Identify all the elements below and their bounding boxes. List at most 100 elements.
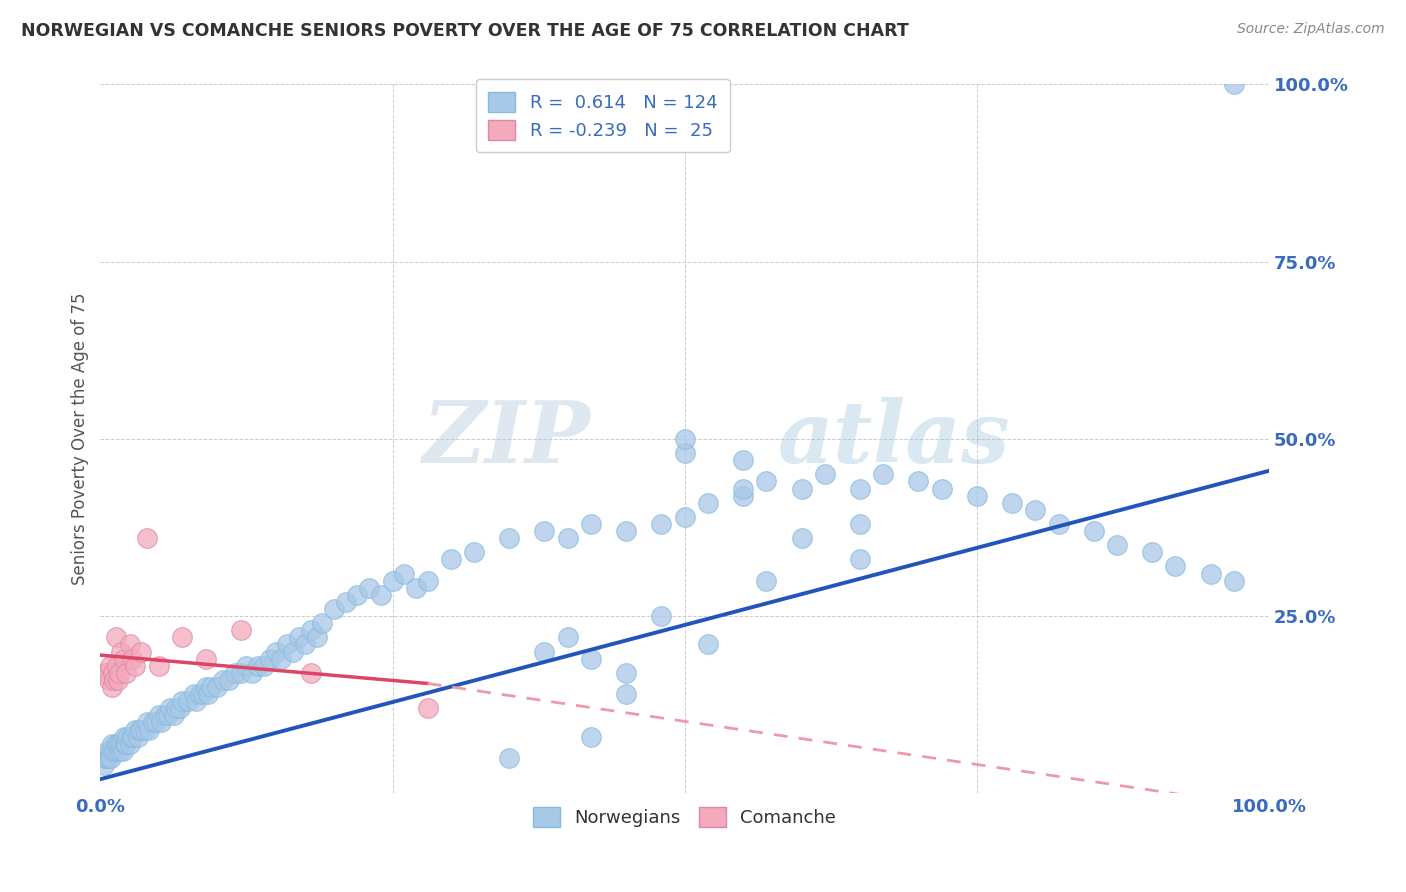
Point xyxy=(96,665,118,680)
Legend: Norwegians, Comanche: Norwegians, Comanche xyxy=(526,799,844,834)
Point xyxy=(122,730,145,744)
Point xyxy=(229,624,252,638)
Point xyxy=(579,516,602,531)
Point xyxy=(138,723,160,737)
Point xyxy=(124,658,146,673)
Point xyxy=(790,531,813,545)
Text: Source: ZipAtlas.com: Source: ZipAtlas.com xyxy=(1237,22,1385,37)
Point xyxy=(163,708,186,723)
Point xyxy=(169,701,191,715)
Point xyxy=(103,673,125,687)
Point xyxy=(129,723,152,737)
Point xyxy=(108,737,131,751)
Point xyxy=(359,581,381,595)
Point xyxy=(283,644,305,658)
Point xyxy=(129,644,152,658)
Point xyxy=(136,531,159,545)
Text: atlas: atlas xyxy=(778,397,1011,481)
Point xyxy=(697,496,720,510)
Point xyxy=(104,737,127,751)
Point xyxy=(142,715,165,730)
Point xyxy=(755,475,778,489)
Point xyxy=(186,694,208,708)
Point xyxy=(1199,566,1222,581)
Point xyxy=(197,687,219,701)
Point xyxy=(1047,516,1070,531)
Point xyxy=(94,751,117,765)
Point xyxy=(205,680,228,694)
Point xyxy=(614,687,637,701)
Point xyxy=(370,588,392,602)
Point xyxy=(650,609,672,624)
Point xyxy=(107,737,129,751)
Point xyxy=(103,744,125,758)
Point xyxy=(253,658,276,673)
Point xyxy=(1105,538,1128,552)
Point xyxy=(153,708,176,723)
Point xyxy=(299,624,322,638)
Point xyxy=(159,701,181,715)
Point xyxy=(97,673,120,687)
Point xyxy=(110,737,132,751)
Point xyxy=(931,482,953,496)
Y-axis label: Seniors Poverty Over the Age of 75: Seniors Poverty Over the Age of 75 xyxy=(72,293,89,585)
Point xyxy=(103,665,125,680)
Point xyxy=(814,467,837,482)
Point xyxy=(650,516,672,531)
Point xyxy=(218,673,240,687)
Point xyxy=(98,744,121,758)
Point xyxy=(104,631,127,645)
Point xyxy=(103,744,125,758)
Point xyxy=(294,638,316,652)
Point xyxy=(907,475,929,489)
Point xyxy=(148,658,170,673)
Point xyxy=(107,673,129,687)
Point xyxy=(183,687,205,701)
Point xyxy=(346,588,368,602)
Point xyxy=(849,552,872,566)
Point xyxy=(200,680,222,694)
Point xyxy=(405,581,427,595)
Point xyxy=(416,574,439,588)
Point xyxy=(335,595,357,609)
Point xyxy=(614,665,637,680)
Point xyxy=(114,737,136,751)
Point xyxy=(134,723,156,737)
Point xyxy=(111,744,134,758)
Point xyxy=(229,665,252,680)
Point xyxy=(110,644,132,658)
Point xyxy=(101,680,124,694)
Point xyxy=(193,687,215,701)
Point xyxy=(733,489,755,503)
Point xyxy=(127,730,149,744)
Point xyxy=(673,509,696,524)
Text: NORWEGIAN VS COMANCHE SENIORS POVERTY OVER THE AGE OF 75 CORRELATION CHART: NORWEGIAN VS COMANCHE SENIORS POVERTY OV… xyxy=(21,22,908,40)
Point xyxy=(264,644,287,658)
Point xyxy=(533,644,555,658)
Point xyxy=(93,665,115,680)
Text: ZIP: ZIP xyxy=(423,397,591,481)
Point xyxy=(392,566,415,581)
Point xyxy=(1164,559,1187,574)
Point xyxy=(118,638,141,652)
Point xyxy=(673,432,696,446)
Point xyxy=(557,531,579,545)
Point xyxy=(112,730,135,744)
Point xyxy=(849,482,872,496)
Point xyxy=(121,651,143,665)
Point xyxy=(498,751,520,765)
Point xyxy=(1140,545,1163,559)
Point xyxy=(579,651,602,665)
Point xyxy=(270,651,292,665)
Point xyxy=(288,631,311,645)
Point xyxy=(148,708,170,723)
Point xyxy=(105,658,128,673)
Point xyxy=(93,758,115,772)
Point xyxy=(323,602,346,616)
Point xyxy=(194,680,217,694)
Point xyxy=(1223,574,1246,588)
Point xyxy=(240,665,263,680)
Point xyxy=(177,694,200,708)
Point xyxy=(463,545,485,559)
Point xyxy=(872,467,894,482)
